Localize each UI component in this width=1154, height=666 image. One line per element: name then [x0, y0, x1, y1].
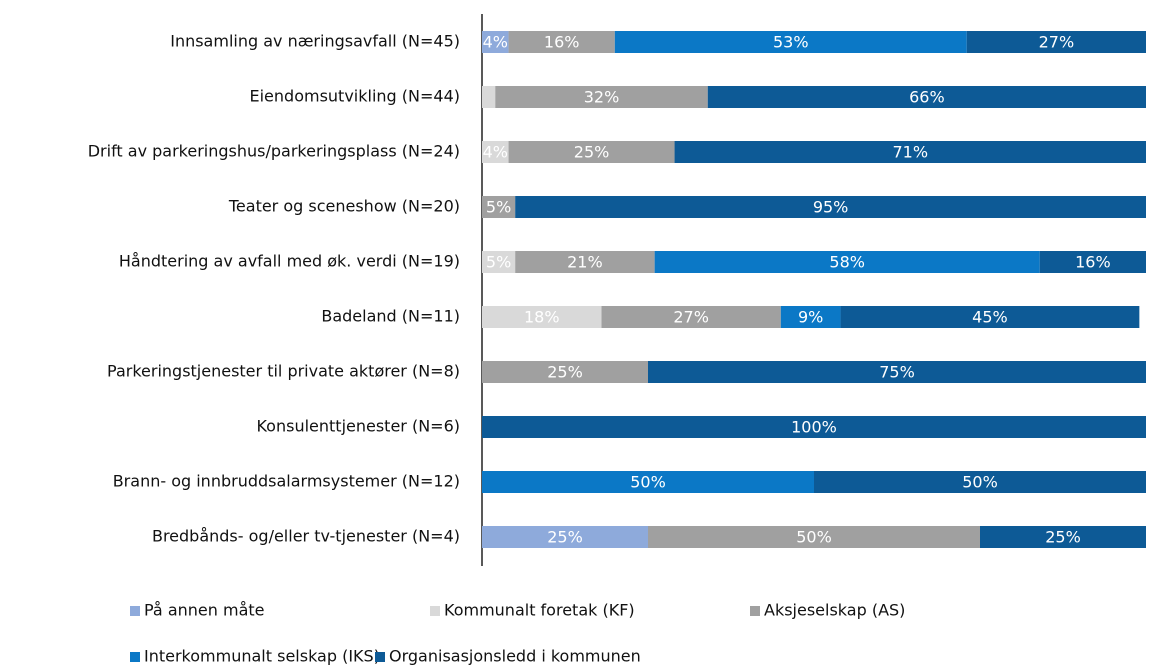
value-label: 50% — [962, 473, 998, 492]
bar-segment — [614, 31, 967, 53]
value-label: 100% — [791, 418, 837, 437]
value-label: 45% — [972, 308, 1008, 327]
value-label: 25% — [574, 143, 610, 162]
bar-segment — [780, 306, 841, 328]
legend-swatch — [130, 652, 140, 662]
value-label: 32% — [584, 88, 620, 107]
bar-segment — [482, 86, 496, 108]
bar-segment — [482, 361, 648, 383]
bar-segment — [482, 251, 516, 273]
value-label: 4% — [483, 33, 508, 52]
value-label: 21% — [567, 253, 603, 272]
value-label: 18% — [524, 308, 560, 327]
value-label: 53% — [773, 33, 809, 52]
category-label: Badeland (N=11) — [321, 307, 460, 326]
legend-swatch — [750, 606, 760, 616]
category-label: Konsulenttjenester (N=6) — [256, 417, 460, 436]
bar-segment — [840, 306, 1140, 328]
bar-segment — [482, 471, 814, 493]
legend-label: Organisasjonsledd i kommunen — [389, 647, 641, 666]
value-label: 50% — [796, 528, 832, 547]
value-label: 75% — [879, 363, 915, 382]
bar-segment — [707, 86, 1146, 108]
bar-segment — [482, 306, 602, 328]
bar-segment — [482, 31, 509, 53]
bar-segment — [1039, 251, 1146, 273]
bar-segment — [966, 31, 1146, 53]
bar-segment — [508, 141, 675, 163]
category-label: Drift av parkeringshus/parkeringsplass (… — [88, 142, 460, 161]
legend-label: På annen måte — [144, 601, 264, 620]
value-label: 71% — [892, 143, 928, 162]
value-label: 25% — [1045, 528, 1081, 547]
legend-label: Interkommunalt selskap (IKS) — [144, 647, 380, 666]
bar-segment — [495, 86, 708, 108]
value-label: 50% — [630, 473, 666, 492]
bar-segment — [508, 31, 615, 53]
category-label: Bredbånds- og/eller tv-tjenester (N=4) — [152, 527, 460, 546]
category-label: Håndtering av avfall med øk. verdi (N=19… — [119, 252, 460, 271]
bar-segment — [648, 361, 1146, 383]
bar-segment — [601, 306, 781, 328]
value-label: 95% — [813, 198, 849, 217]
category-label: Brann- og innbruddsalarmsystemer (N=12) — [113, 472, 460, 491]
bar-segment — [482, 526, 648, 548]
bar-segment — [482, 196, 516, 218]
bar-segment — [654, 251, 1040, 273]
value-label: 25% — [547, 528, 583, 547]
bar-segment — [980, 526, 1146, 548]
value-label: 4% — [483, 143, 508, 162]
value-label: 16% — [1075, 253, 1111, 272]
value-label: 5% — [486, 198, 511, 217]
value-label: 25% — [547, 363, 583, 382]
value-label: 9% — [798, 308, 823, 327]
legend-swatch — [375, 652, 385, 662]
legend-swatch — [430, 606, 440, 616]
category-label: Eiendomsutvikling (N=44) — [250, 87, 461, 106]
value-label: 16% — [544, 33, 580, 52]
legend-label: Aksjeselskap (AS) — [764, 601, 905, 620]
bar-segment — [515, 251, 655, 273]
value-label: 27% — [673, 308, 709, 327]
legend-swatch — [130, 606, 140, 616]
bar-segment — [648, 526, 980, 548]
bar-segment — [482, 416, 1146, 438]
legend-label: Kommunalt foretak (KF) — [444, 601, 635, 620]
value-label: 58% — [829, 253, 865, 272]
bar-segment — [814, 471, 1146, 493]
bar-segment — [515, 196, 1146, 218]
bar-segment — [674, 141, 1146, 163]
value-label: 5% — [486, 253, 511, 272]
bar-segment — [482, 141, 509, 163]
value-label: 66% — [909, 88, 945, 107]
value-label: 27% — [1039, 33, 1075, 52]
category-label: Teater og sceneshow (N=20) — [228, 197, 460, 216]
category-label: Parkeringstjenester til private aktører … — [107, 362, 460, 381]
category-label: Innsamling av næringsavfall (N=45) — [170, 32, 460, 51]
